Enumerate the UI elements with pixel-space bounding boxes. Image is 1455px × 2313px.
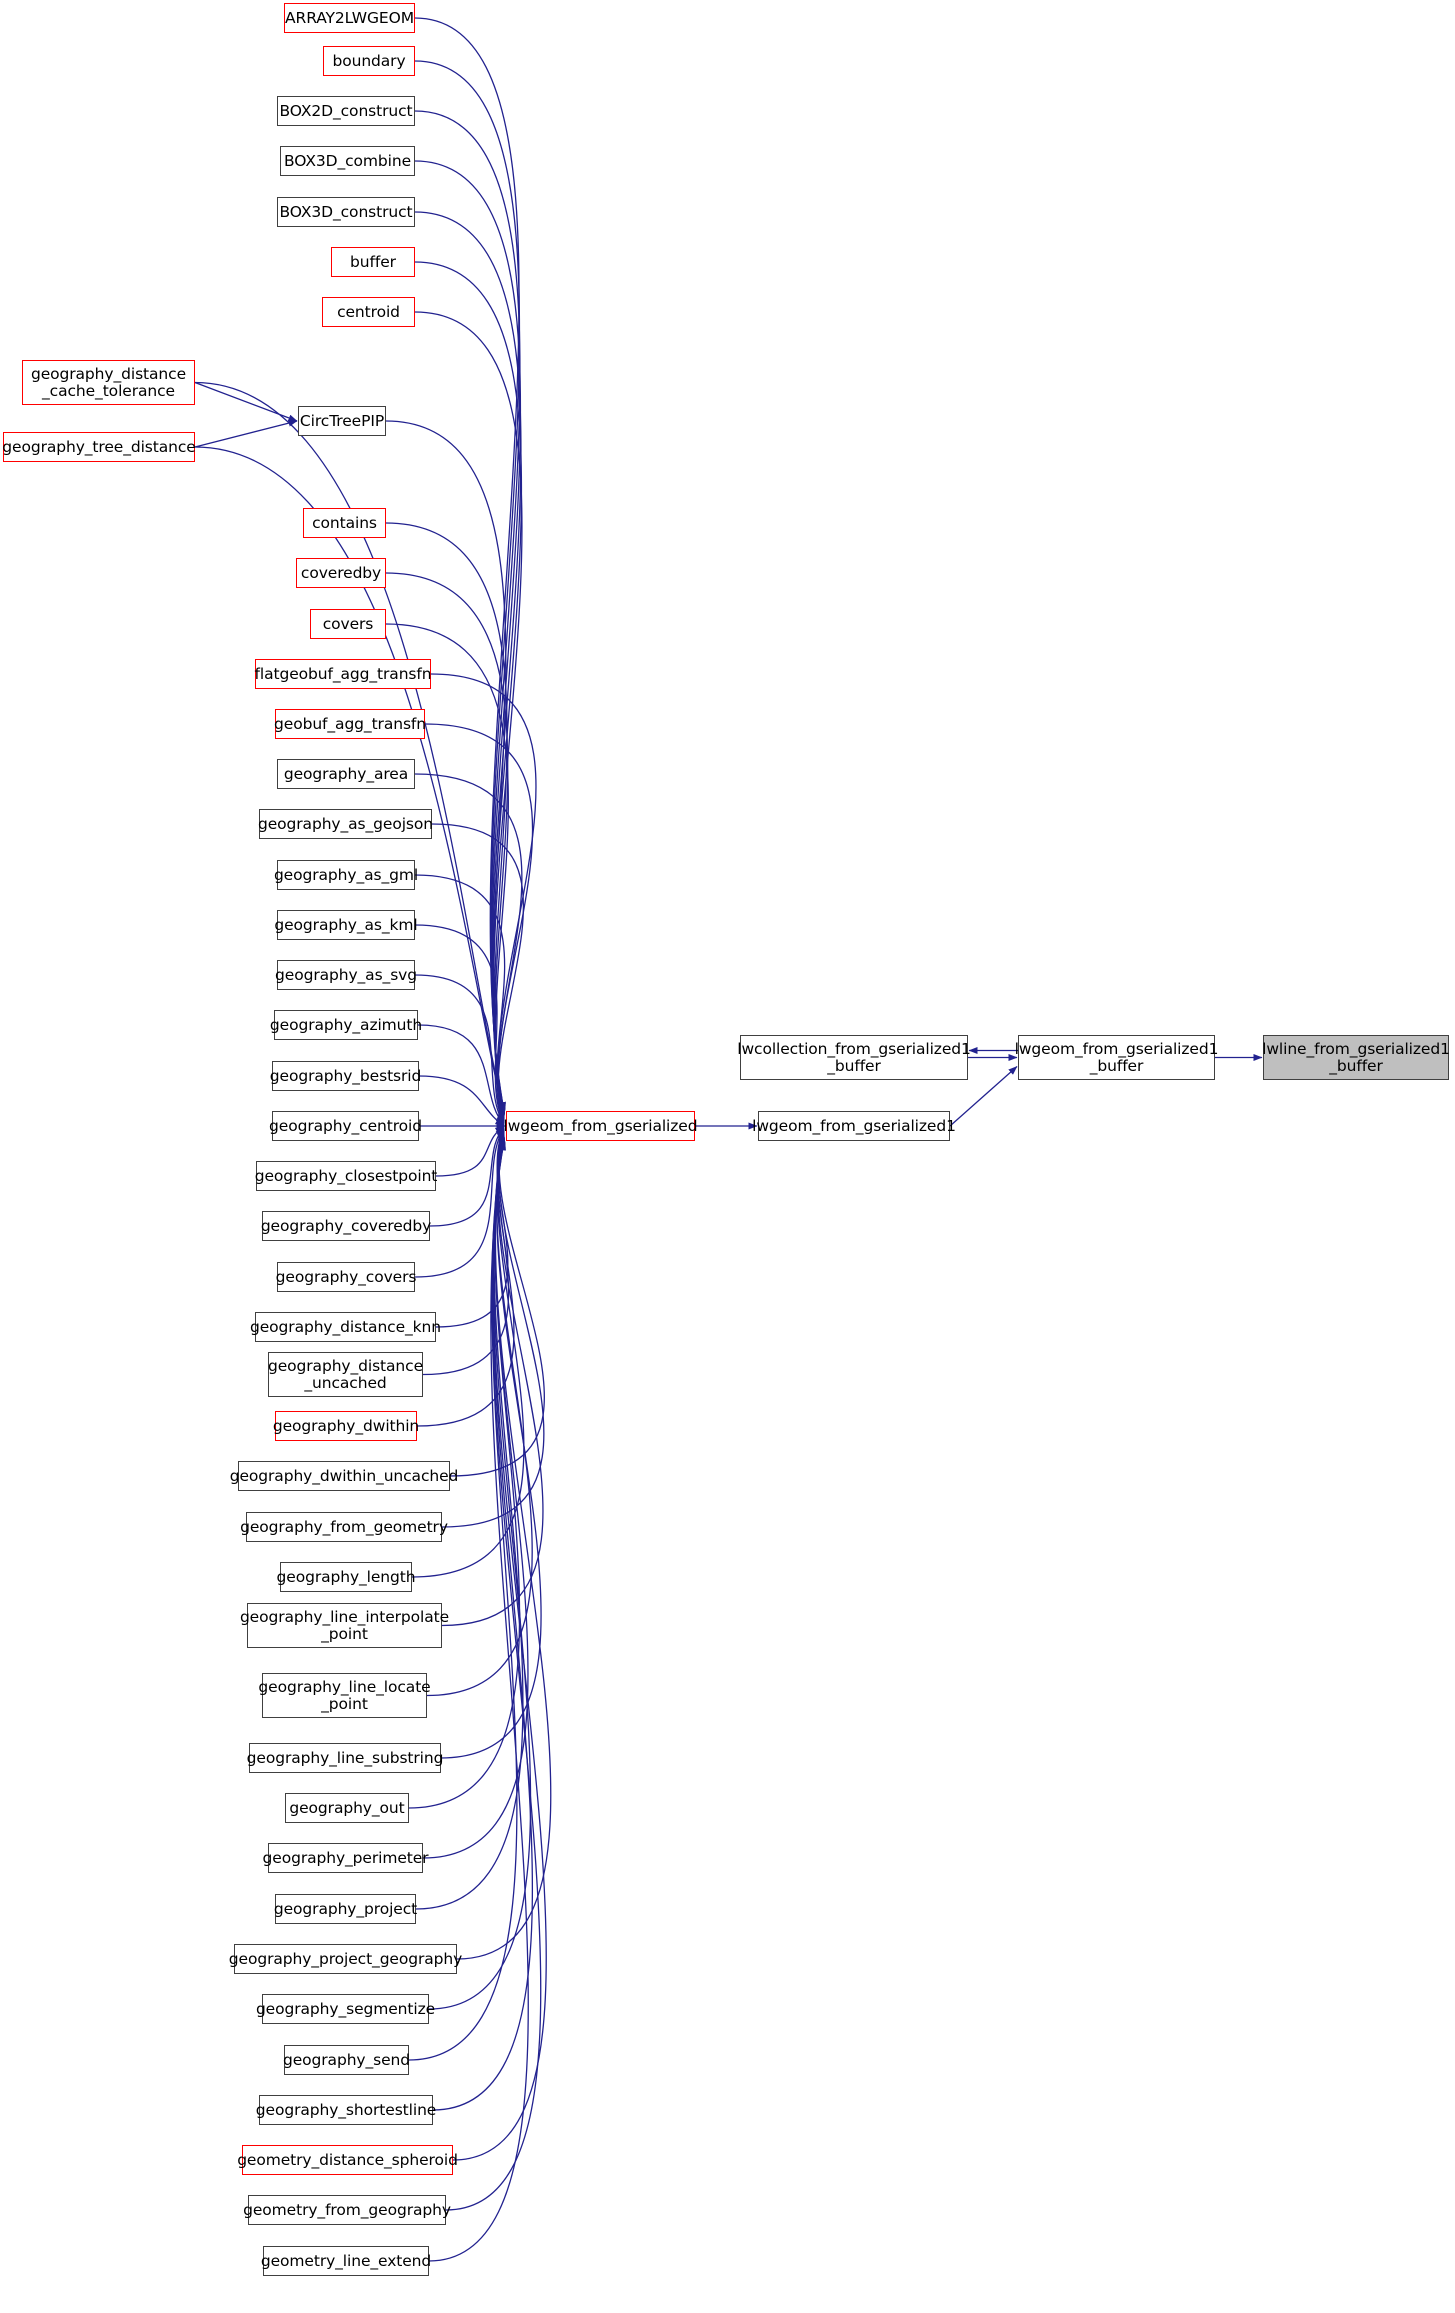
graph-node-n24[interactable]: geography_coveredby [261,1211,431,1241]
graph-edge [441,1132,544,1627]
graph-edge [194,381,506,1117]
graph-node-n38[interactable]: geography_project_geography [229,1944,462,1974]
graph-node-n15[interactable]: geography_area [277,759,415,789]
graph-edge [414,60,521,1112]
graph-node-n9[interactable]: geography_tree_distance [2,432,196,462]
graph-edge [194,419,298,448]
graph-edge [414,17,520,1112]
graph-edge [414,924,505,1124]
graph-node-n10[interactable]: contains [303,508,386,538]
graph-node-n1[interactable]: boundary [323,46,415,76]
graph-node-n35[interactable]: geography_out [285,1793,409,1823]
graph-node-r3[interactable]: lwline_from_gserialized1 _buffer [1262,1035,1450,1080]
graph-node-n16[interactable]: geography_as_geojson [258,809,433,839]
graph-node-n19[interactable]: geography_as_svg [275,960,417,990]
graph-node-n40[interactable]: geography_send [283,2045,410,2075]
graph-edge [435,1128,509,1328]
graph-node-n14[interactable]: geobuf_agg_transfn [274,709,426,739]
graph-node-n42[interactable]: geometry_distance_spheroid [237,2145,458,2175]
graph-node-n31[interactable]: geography_length [277,1562,416,1592]
graph-node-n6[interactable]: centroid [322,297,415,327]
graph-node-c0[interactable]: lwgeom_from_gserialized [504,1111,698,1141]
graph-edge [414,110,521,1113]
graph-node-n34[interactable]: geography_line_substring [247,1743,443,1773]
graph-node-n13[interactable]: flatgeobuf_agg_transfn [255,659,432,689]
graph-node-n22[interactable]: geography_centroid [269,1111,422,1141]
graph-edge [431,823,524,1123]
graph-node-n18[interactable]: geography_as_kml [274,910,418,940]
graph-edge [428,1137,532,2010]
graph-node-n12[interactable]: covers [310,609,386,639]
graph-node-n8[interactable]: CircTreePIP [298,406,386,436]
graph-edge [435,1126,505,1177]
graph-node-r2[interactable]: lwgeom_from_gserialized1 _buffer [1015,1035,1218,1080]
graph-edge [418,1075,505,1126]
graph-node-n17[interactable]: geography_as_gml [274,860,418,890]
graph-edge [445,1140,542,2211]
graph-edge [414,311,523,1116]
graph-node-n26[interactable]: geography_distance_knn [250,1312,441,1342]
graph-node-n39[interactable]: geography_segmentize [256,1994,435,2024]
graph-node-n29[interactable]: geography_dwithin_uncached [230,1461,458,1491]
graph-node-n7[interactable]: geography_distance _cache_tolerance [22,360,195,405]
graph-node-n44[interactable]: geometry_line_extend [261,2246,431,2276]
graph-node-n28[interactable]: geography_dwithin [273,1411,419,1441]
graph-edge [440,1134,542,1759]
graph-node-n21[interactable]: geography_bestsrid [270,1061,421,1091]
graph-node-n20[interactable]: geography_azimuth [270,1010,422,1040]
graph-node-n23[interactable]: geography_closestpoint [255,1161,437,1191]
graph-edge [429,1126,505,1227]
graph-node-n3[interactable]: BOX3D_combine [280,146,415,176]
graph-node-n25[interactable]: geography_covers [276,1262,416,1292]
graph-node-n36[interactable]: geography_perimeter [263,1843,429,1873]
graph-node-n11[interactable]: coveredby [296,558,386,588]
graph-node-n37[interactable]: geography_project [274,1894,417,1924]
graph-node-r0[interactable]: lwcollection_from_gserialized1 _buffer [737,1035,971,1080]
graph-edge [430,673,537,1121]
graph-node-n27[interactable]: geography_distance _uncached [268,1352,423,1397]
graph-edge [414,974,505,1125]
graph-edge [424,723,534,1121]
graph-edge [414,160,522,1114]
graph-node-n33[interactable]: geography_line_locate _point [258,1673,431,1718]
graph-node-r1[interactable]: lwgeom_from_gserialized1 [752,1111,956,1141]
graph-edge [456,1137,552,1960]
graph-node-n0[interactable]: ARRAY2LWGEOM [284,3,415,33]
graph-node-n2[interactable]: BOX2D_construct [277,96,415,126]
graph-edge [194,381,298,422]
graph-node-n32[interactable]: geography_line_interpolate _point [240,1603,449,1648]
graph-edge [449,1130,545,1477]
graph-edge [428,1141,529,2262]
graph-node-n4[interactable]: BOX3D_construct [277,197,415,227]
graph-edge [414,874,506,1123]
graph-edge [414,1127,505,1278]
graph-node-n30[interactable]: geography_from_geometry [240,1512,448,1542]
graph-node-n5[interactable]: buffer [331,247,415,277]
graph-node-n43[interactable]: geometry_from_geography [243,2195,451,2225]
graph-edge [411,1131,525,1578]
graph-edge [452,1139,547,2161]
graph-edge [408,1138,518,2061]
graph-edge [417,1024,505,1126]
graph-node-n41[interactable]: geography_shortestline [256,2095,436,2125]
